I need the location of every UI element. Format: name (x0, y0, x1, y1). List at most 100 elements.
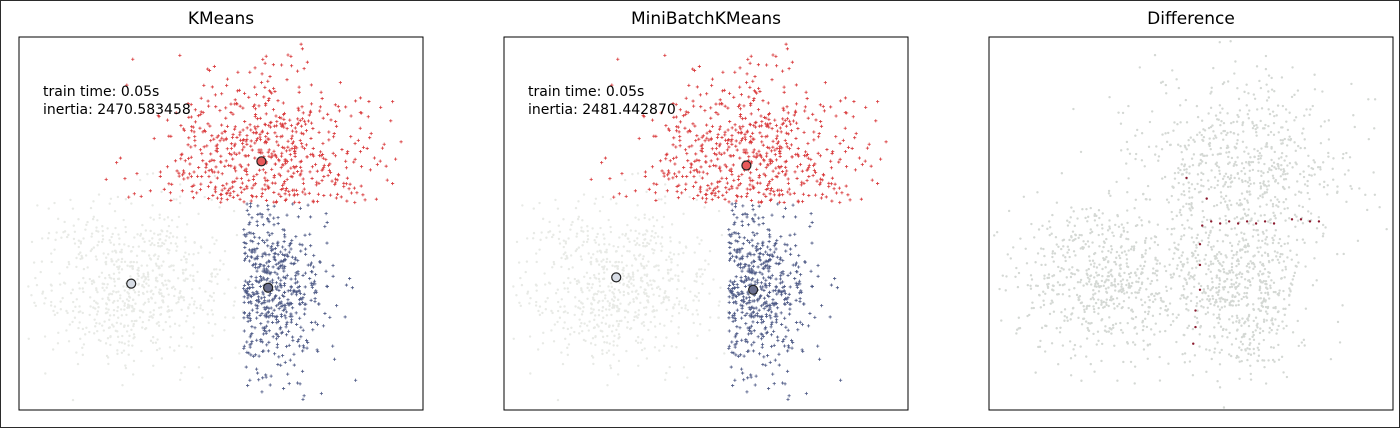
data-point (155, 276, 158, 279)
data-point (264, 324, 269, 328)
data-point (1303, 344, 1306, 347)
data-point (711, 188, 716, 192)
data-point (1221, 297, 1225, 301)
data-point (1015, 332, 1018, 335)
data-point (1034, 284, 1038, 287)
data-point (715, 135, 720, 140)
data-point (1125, 258, 1129, 261)
data-point (1117, 225, 1121, 228)
data-point (749, 253, 753, 257)
data-point (559, 305, 562, 309)
data-point (719, 101, 724, 106)
data-point (738, 66, 742, 70)
data-point (120, 351, 124, 354)
data-point (279, 154, 284, 158)
data-point (749, 135, 753, 139)
data-point (106, 356, 110, 359)
data-point (90, 232, 94, 235)
data-point (765, 145, 770, 149)
data-point (263, 299, 267, 303)
data-point (96, 290, 99, 294)
data-point (261, 301, 265, 305)
data-point (344, 105, 348, 109)
data-point (692, 174, 696, 179)
data-point (86, 266, 89, 269)
data-point (299, 42, 303, 46)
data-point (771, 254, 775, 259)
data-point (272, 86, 276, 91)
data-point (579, 255, 583, 258)
data-point (1254, 316, 1258, 319)
data-point (181, 169, 186, 173)
data-point (611, 324, 615, 327)
data-point (148, 189, 153, 193)
data-point (617, 337, 620, 340)
data-point (1293, 271, 1297, 275)
data-point (784, 296, 788, 301)
data-point (260, 194, 264, 198)
data-point (736, 354, 741, 358)
data-point (215, 149, 219, 154)
data-point (643, 288, 647, 291)
data-point (1148, 306, 1151, 309)
data-point (71, 300, 75, 304)
data-point (1068, 288, 1071, 291)
data-point (139, 194, 143, 198)
data-point (727, 283, 732, 288)
data-point (256, 254, 260, 258)
data-point (665, 173, 670, 177)
data-point (1187, 273, 1190, 276)
data-point (1071, 239, 1075, 242)
data-point (600, 161, 604, 165)
data-point (1215, 276, 1218, 279)
data-point (285, 126, 289, 131)
data-point (790, 346, 794, 350)
data-point (256, 204, 260, 208)
data-point (1122, 360, 1125, 364)
data-point (1036, 252, 1040, 255)
data-point (749, 198, 754, 203)
data-point (1246, 242, 1250, 246)
data-point (790, 338, 794, 343)
data-point (608, 302, 612, 305)
data-point (1186, 257, 1189, 260)
data-point (1115, 256, 1118, 260)
data-point (736, 177, 741, 182)
data-point (700, 268, 703, 271)
data-point (1101, 233, 1104, 236)
data-point (118, 341, 121, 344)
data-point (1068, 268, 1071, 271)
data-point (187, 306, 190, 309)
data-point (303, 247, 308, 251)
data-point (264, 253, 268, 257)
data-point (98, 275, 101, 278)
data-point (756, 247, 760, 252)
data-point (192, 252, 195, 256)
data-point (211, 313, 215, 316)
data-point (637, 309, 641, 312)
data-point (281, 183, 285, 187)
data-point (82, 276, 85, 280)
data-point (778, 281, 782, 285)
data-point (311, 328, 315, 332)
data-point (249, 144, 253, 148)
data-point (325, 241, 329, 245)
data-point (201, 376, 204, 379)
data-point (763, 282, 767, 286)
data-point (1266, 243, 1269, 246)
data-point (1251, 235, 1255, 238)
data-point (564, 242, 568, 245)
data-point (607, 349, 611, 352)
data-point (356, 138, 360, 142)
data-point (734, 275, 738, 279)
data-point (783, 302, 787, 307)
data-point (247, 212, 251, 217)
data-point (242, 240, 246, 245)
data-point (775, 335, 780, 339)
data-point (1055, 243, 1058, 246)
data-point (1246, 286, 1249, 290)
data-point (1025, 262, 1029, 265)
data-point (253, 115, 257, 119)
data-point (1244, 320, 1247, 323)
data-point (1215, 253, 1219, 256)
